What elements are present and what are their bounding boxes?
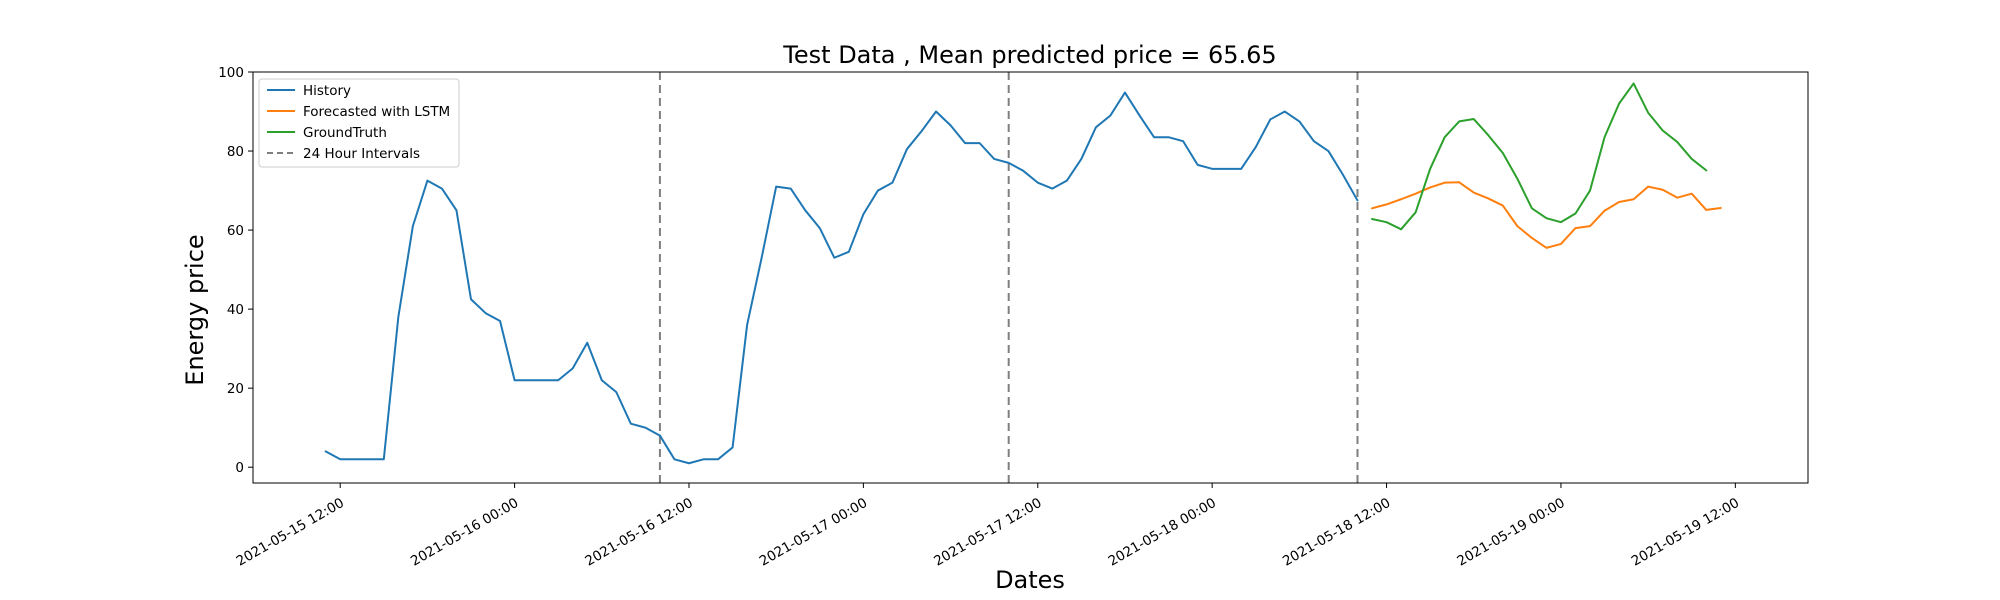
y-axis-label: Energy price — [181, 234, 209, 385]
legend: History Forecasted with LSTM GroundTruth… — [258, 78, 460, 168]
y-tick-label-3: 60 — [227, 223, 244, 239]
legend-label-forecast: Forecasted with LSTM — [303, 104, 450, 120]
y-tick-label-0: 0 — [235, 460, 244, 476]
series-line-2 — [1371, 82, 1708, 231]
y-tick-label-2: 40 — [227, 302, 244, 318]
series-layer — [324, 82, 1722, 465]
legend-label-history: History — [303, 83, 351, 99]
chart-title: Test Data , Mean predicted price = 65.65 — [782, 41, 1276, 69]
legend-label-intervals: 24 Hour Intervals — [303, 146, 420, 162]
series-line-0 — [324, 91, 1359, 465]
series-line-1 — [1371, 181, 1722, 249]
y-tick-label-1: 20 — [227, 381, 244, 397]
vlines-layer — [658, 72, 1359, 483]
x-axis-label: Dates — [995, 566, 1065, 594]
y-tick-label-5: 100 — [218, 65, 244, 81]
legend-box — [258, 78, 460, 168]
plot-area-frame — [252, 71, 1809, 484]
y-tick-label-4: 80 — [227, 144, 244, 160]
legend-label-groundtruth: GroundTruth — [303, 125, 387, 141]
